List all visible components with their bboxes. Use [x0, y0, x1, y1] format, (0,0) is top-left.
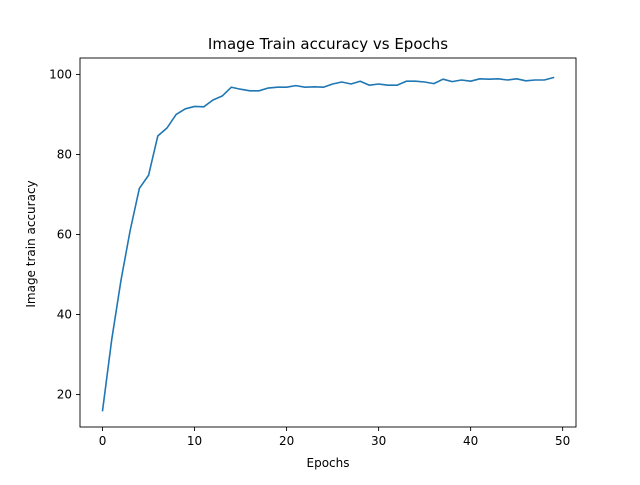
y-tick-label: 40 — [57, 308, 72, 322]
x-axis-label: Epochs — [307, 456, 350, 470]
x-tick-label: 0 — [99, 434, 107, 448]
y-tick-label: 60 — [57, 227, 72, 241]
x-tick-label: 40 — [463, 434, 478, 448]
x-tick-label: 20 — [279, 434, 294, 448]
plot-area — [101, 76, 555, 412]
x-tick-label: 50 — [555, 434, 570, 448]
y-tick-label: 80 — [57, 147, 72, 161]
y-tick-label: 20 — [57, 388, 72, 402]
series-line-0 — [101, 76, 555, 412]
chart-title: Image Train accuracy vs Epochs — [208, 35, 448, 53]
axes-frame — [79, 57, 577, 428]
y-tick-label: 100 — [49, 67, 72, 81]
axes: 0 10 20 30 40 50 20 40 60 80 100 — [49, 57, 577, 448]
y-axis-label: Image train accuracy — [24, 180, 38, 307]
x-tick-label: 30 — [371, 434, 386, 448]
x-tick-label: 10 — [187, 434, 202, 448]
